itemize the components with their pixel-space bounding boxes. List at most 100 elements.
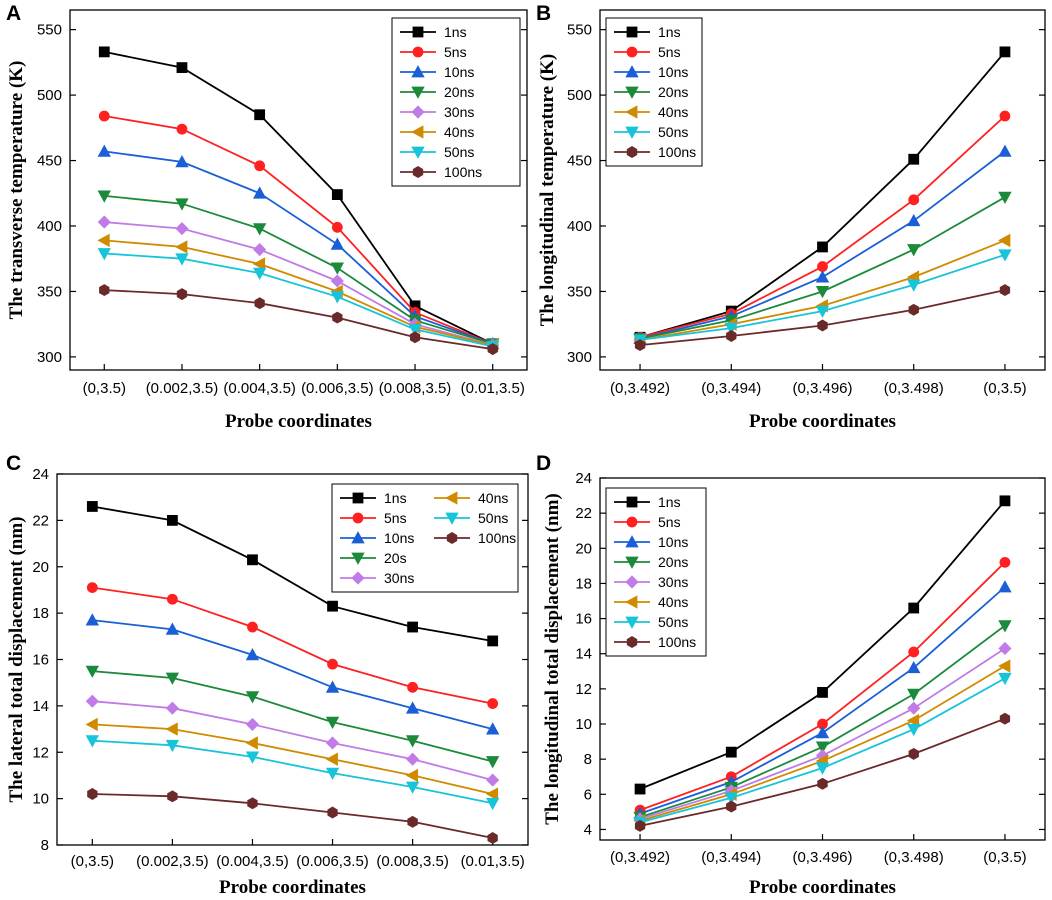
panel-d-series-100ns-point xyxy=(817,777,828,790)
panel-a-series-30ns-point xyxy=(330,274,344,288)
panel-a-legend-swatch-marker xyxy=(412,46,424,58)
panel-d-xtick-label: (0,3.5) xyxy=(983,849,1026,866)
panel-c-series-20s-point xyxy=(325,716,340,729)
panel-b-xtick-label: (0,3.492) xyxy=(610,380,670,397)
panel-d-xtick-label: (0,3.496) xyxy=(792,849,852,866)
panel-d-legend-label-50ns: 50ns xyxy=(658,614,688,630)
panel-a-series-10ns-point xyxy=(175,155,189,168)
panel-c-series-1ns-line xyxy=(92,505,493,642)
panel-b-series-1ns-point xyxy=(817,241,828,253)
panel-a-series-1ns-point xyxy=(331,189,343,200)
panel-d-series-10ns-point xyxy=(907,660,921,674)
panel-a-ytick-label: 350 xyxy=(37,283,62,300)
panel-a-series-1ns-point xyxy=(98,46,110,58)
panel-a-legend-swatch-marker xyxy=(412,166,424,178)
panel-c-series-50ns-point xyxy=(85,735,99,748)
panel-c-ytick-label: 8 xyxy=(41,837,49,854)
panel-c-xtick-label: (0.004,3.5) xyxy=(216,853,289,870)
panel-c-series-5ns-point xyxy=(327,658,338,670)
panel-a-series-100ns-point xyxy=(332,311,343,324)
panel-d-ytick-label: 6 xyxy=(584,786,592,803)
panel-c-letter: C xyxy=(6,452,21,475)
panel-d-series-50ns-point xyxy=(998,672,1012,686)
panel-b-legend-label-100ns: 100ns xyxy=(658,144,696,160)
panel-c-ytick-label: 18 xyxy=(32,605,49,622)
panel-c-legend: 1ns 5ns 10ns 20s 30ns 40ns 50ns 100ns xyxy=(331,483,519,593)
panel-d-legend-swatch-marker xyxy=(625,535,639,548)
panel-d-x-axis-title: Probe coordinates xyxy=(749,877,896,898)
panel-c-y-axis-title: The lateral total displacement (nm) xyxy=(6,516,27,802)
panel-b-series-20ns-point xyxy=(815,286,830,299)
panel-d-letter: D xyxy=(536,452,551,475)
panel-a-xtick-label: (0.002,3.5) xyxy=(146,380,219,397)
panel-a-legend-label-20ns: 20ns xyxy=(444,84,474,100)
panel-a-series-30ns-point xyxy=(253,242,267,257)
panel-a-letter: A xyxy=(6,2,21,25)
panel-d-series-20ns-point xyxy=(998,620,1012,633)
panel-a-series-5ns-point xyxy=(254,160,266,172)
panel-a-series-1ns-point xyxy=(254,109,266,121)
panel-a-legend-label-40ns: 40ns xyxy=(444,124,474,140)
panel-c-xtick-label: (0.002,3.5) xyxy=(136,853,209,870)
panel-b-legend-swatch-marker xyxy=(626,26,638,38)
panel-b-xtick-label: (0,3.498) xyxy=(884,380,944,397)
panel-a-series-40ns-point xyxy=(252,257,266,271)
panel-d-legend-swatch-marker xyxy=(626,496,638,508)
panel-d-ytick-label: 20 xyxy=(575,540,592,557)
panel-d-legend-label-10ns: 10ns xyxy=(658,534,688,550)
panel-c-series-30ns-point xyxy=(245,717,260,731)
panel-c-series-50ns xyxy=(85,735,500,811)
panel-c-series-50ns-point xyxy=(325,767,340,780)
panel-c-series-10ns-line xyxy=(92,619,493,730)
panel-c-ytick-label: 10 xyxy=(32,791,49,808)
panel-c-series-1ns-point xyxy=(487,635,499,647)
panel-c-series-50ns-point xyxy=(165,739,180,753)
panel-a-series-1ns-line xyxy=(104,51,494,345)
panel-a-series-1ns-point xyxy=(176,62,188,73)
panel-d-series-100ns-point xyxy=(634,819,646,832)
panel-d-ytick-label: 4 xyxy=(584,821,592,838)
panel-c-legend-swatch-marker xyxy=(352,512,364,524)
panel-a-ytick-label: 300 xyxy=(37,349,62,366)
panel-d-series-1ns xyxy=(634,495,1011,795)
panel-c-legend-label-50ns: 50ns xyxy=(478,510,508,526)
panel-a-legend-label-5ns: 5ns xyxy=(444,44,467,60)
panel-c-legend-label-30ns: 30ns xyxy=(384,570,414,586)
panel-c-series-40ns-point xyxy=(325,752,338,766)
panel-a-legend-swatch-marker xyxy=(411,125,424,139)
panel-b-series-5ns-point xyxy=(908,194,920,206)
panel-b-legend-label-40ns: 40ns xyxy=(658,104,688,120)
panel-b-series-50ns-point xyxy=(724,322,738,335)
panel-a-legend-box xyxy=(391,17,521,187)
panel-a-legend-swatch-marker xyxy=(411,86,425,99)
panel-b-series-100ns-point xyxy=(817,319,828,332)
panel-d-legend-label-20ns: 20ns xyxy=(658,554,688,570)
panel-b-legend-swatch-marker xyxy=(626,146,638,158)
panel-d-xtick-label: (0,3.494) xyxy=(701,849,761,866)
panel-b-series-5ns-point xyxy=(817,261,828,272)
panel-d-series-20ns-point xyxy=(815,741,830,754)
panel-d-xtick-label: (0,3.498) xyxy=(884,849,944,866)
panel-c-series-100ns xyxy=(87,788,498,844)
panel-b-y-axis-title: The longitudinal temperature (K) xyxy=(537,54,558,327)
panel-c-series-100ns-point xyxy=(247,797,258,810)
panel-c-series-5ns-point xyxy=(407,681,419,693)
panel-d-ytick-label: 22 xyxy=(575,505,592,522)
panel-d-series-10ns-point xyxy=(998,580,1012,593)
panel-a-series-100ns-point xyxy=(176,288,188,301)
panel-c-series-20s xyxy=(85,665,500,769)
panel-d-legend-label-100ns: 100ns xyxy=(658,634,696,650)
panel-d-legend-swatch-marker xyxy=(625,616,639,629)
panel-a-xtick-label: (0.01,3.5) xyxy=(461,380,525,397)
panel-c-legend-swatch-marker xyxy=(445,512,459,525)
panel-d-ytick-label: 16 xyxy=(575,611,592,628)
panel-a-series-20ns-point xyxy=(175,198,189,211)
panel-d-series-100ns-point xyxy=(726,800,737,813)
panel-c-series-100ns-point xyxy=(407,815,418,828)
panel-b-series-40ns-point xyxy=(998,233,1011,248)
panel-b-series-50ns-point xyxy=(815,305,830,318)
panel-c-legend-label-100ns: 100ns xyxy=(478,530,516,546)
panel-a-series-10ns-point xyxy=(252,186,267,199)
